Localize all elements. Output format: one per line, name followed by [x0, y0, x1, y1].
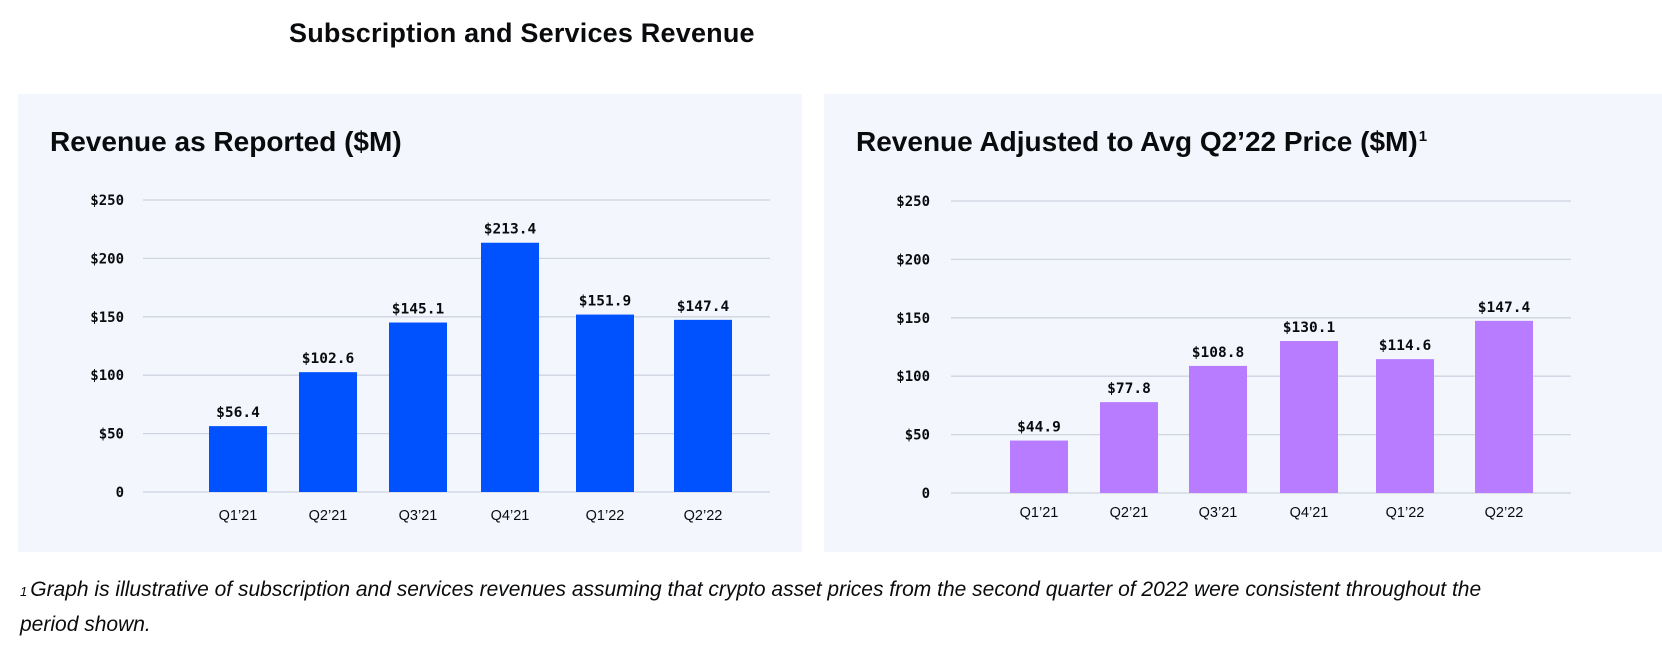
chart-panel-adjusted: Revenue Adjusted to Avg Q2’22 Price ($M)… [824, 94, 1662, 552]
y-tick-label: 0 [116, 485, 124, 501]
footnote: 1 Graph is illustrative of subscription a… [20, 572, 1520, 642]
bar-chart-adjusted: 0 $50 $100 $150 $200 $250 $44.9 Q1’21 $77.8 Q2’21… [896, 194, 1571, 521]
data-label: $145.1 [392, 302, 445, 318]
bar [1189, 365, 1247, 493]
data-label: $114.6 [1379, 338, 1431, 354]
x-tick-label: Q3’21 [399, 508, 438, 524]
x-tick-label: Q2’21 [309, 508, 348, 524]
bar [1280, 341, 1338, 493]
data-label: $108.8 [1192, 345, 1244, 361]
page-title: Subscription and Services Revenue [289, 18, 755, 48]
data-label: $44.9 [1017, 420, 1061, 436]
bar [1100, 402, 1158, 493]
bar [674, 319, 732, 492]
footnote-text: Graph is illustrative of subscription an… [20, 578, 1482, 636]
x-tick-label: Q1’21 [1020, 505, 1059, 521]
bar [1376, 359, 1434, 493]
chart-title: Revenue Adjusted to Avg Q2’22 Price ($M)… [856, 126, 1428, 157]
footnote-marker: 1 [1418, 128, 1428, 145]
bar [299, 372, 357, 492]
data-label: $213.4 [484, 222, 537, 238]
y-tick-label: $200 [896, 252, 930, 268]
data-label: $130.1 [1283, 320, 1336, 336]
data-label: $151.9 [579, 294, 631, 310]
y-tick-label: $250 [896, 194, 930, 210]
x-tick-label: Q2’22 [684, 508, 723, 524]
y-tick-label: $100 [896, 369, 930, 385]
bar [209, 426, 267, 492]
y-tick-label: $200 [90, 251, 124, 267]
x-tick-label: Q1’21 [219, 508, 258, 524]
chart-title: Revenue as Reported ($M) [50, 126, 402, 157]
y-tick-label: $50 [905, 428, 930, 444]
data-label: $56.4 [216, 405, 260, 421]
y-tick-label: $150 [90, 310, 124, 326]
bar [1010, 440, 1068, 493]
x-tick-label: Q1’22 [586, 508, 625, 524]
bar [389, 322, 447, 492]
x-tick-label: Q2’21 [1110, 505, 1149, 521]
x-tick-label: Q4’21 [491, 508, 530, 524]
x-tick-label: Q3’21 [1199, 505, 1238, 521]
bar-chart-reported: 0 $50 $100 $150 $200 $250 $56.4 Q1’21 $102.6 Q2’2… [90, 193, 770, 524]
footnote-marker: 1 [20, 584, 28, 599]
bar [576, 314, 634, 492]
x-tick-label: Q4’21 [1290, 505, 1329, 521]
x-tick-label: Q1’22 [1386, 505, 1425, 521]
y-tick-label: $150 [896, 311, 930, 327]
y-tick-label: $250 [90, 193, 124, 209]
bar [1475, 320, 1533, 493]
chart-panel-reported: Revenue as Reported ($M) 0 $50 $100 $150 $20… [18, 94, 802, 552]
y-tick-label: 0 [922, 486, 930, 502]
y-tick-label: $100 [90, 368, 124, 384]
x-tick-label: Q2’22 [1485, 505, 1524, 521]
data-label: $102.6 [302, 351, 354, 367]
data-label: $147.4 [1478, 300, 1531, 316]
bar [481, 242, 539, 492]
data-label: $77.8 [1107, 381, 1151, 397]
data-label: $147.4 [677, 299, 730, 315]
y-tick-label: $50 [99, 427, 124, 443]
